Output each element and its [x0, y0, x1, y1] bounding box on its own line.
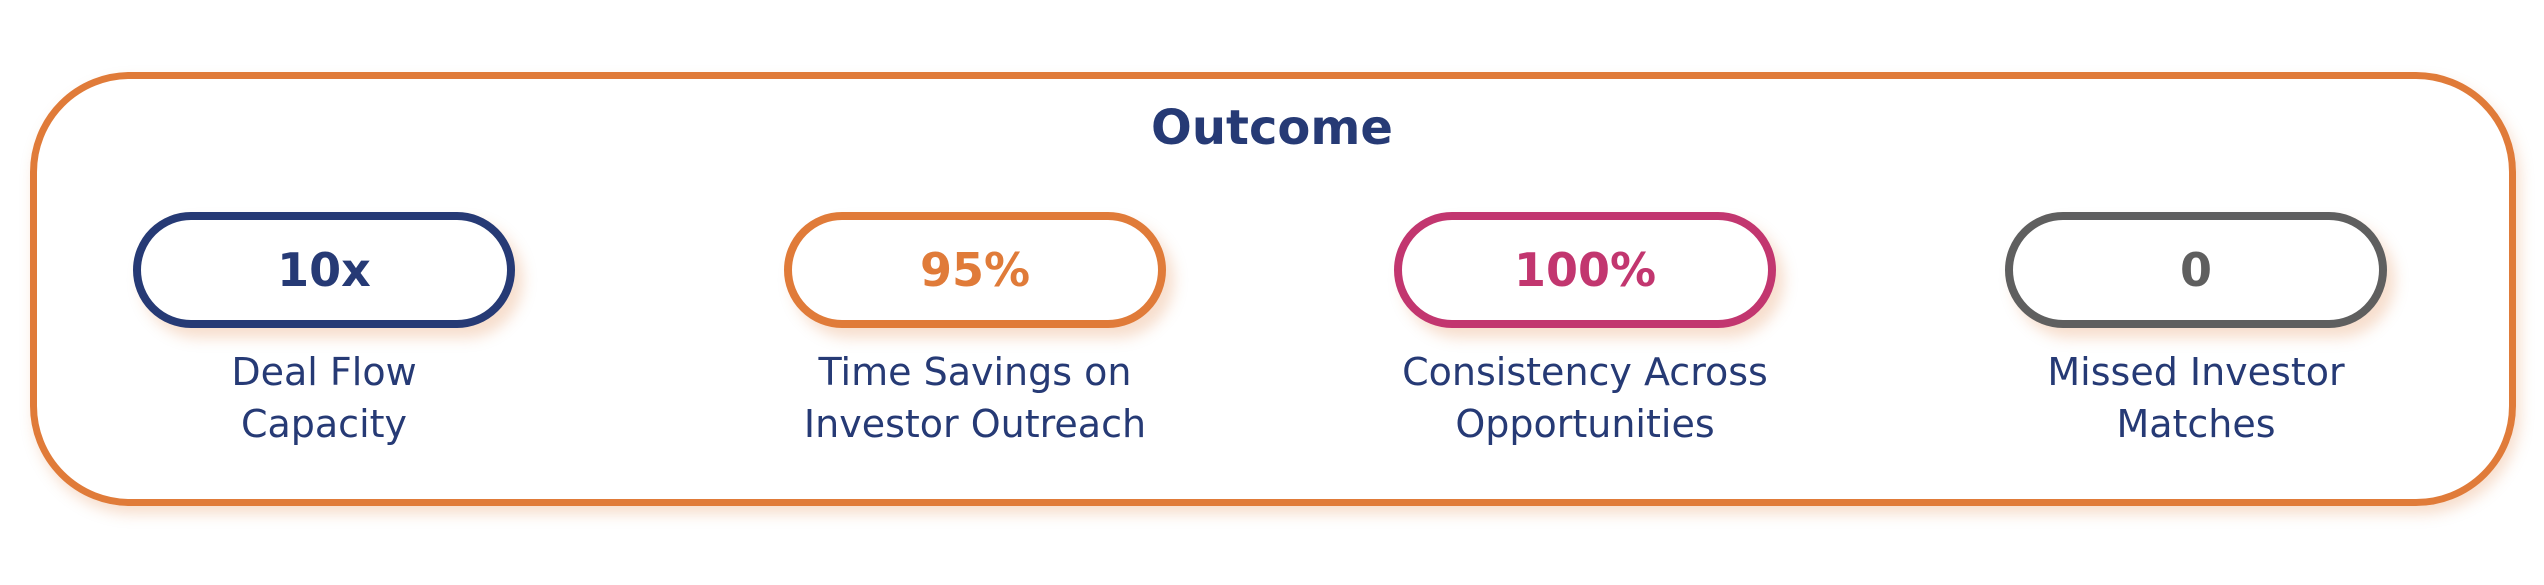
- metric-label-line: Missed Investor: [2047, 350, 2345, 394]
- metric-label: Missed Investor Matches: [1996, 346, 2396, 450]
- metric-value-pill: 0: [2005, 212, 2387, 328]
- metric-label: Consistency Across Opportunities: [1385, 346, 1785, 450]
- metric-label: Time Savings on Investor Outreach: [775, 346, 1175, 450]
- outcome-frame: [30, 72, 2516, 506]
- metric-label: Deal Flow Capacity: [124, 346, 524, 450]
- metric-value: 10x: [277, 243, 371, 297]
- outcome-title: Outcome: [1151, 100, 1393, 156]
- metric-value-pill: 10x: [133, 212, 515, 328]
- metric-value-pill: 95%: [784, 212, 1166, 328]
- metric-value-pill: 100%: [1394, 212, 1776, 328]
- metric-label-line: Capacity: [240, 402, 408, 446]
- metric-label-line: Matches: [2116, 402, 2276, 446]
- metric-card-time-savings: 95% Time Savings on Investor Outreach: [775, 212, 1175, 450]
- metric-label-line: Deal Flow: [231, 350, 417, 394]
- metric-value: 95%: [919, 243, 1031, 297]
- metric-value: 100%: [1513, 243, 1657, 297]
- metric-label-line: Consistency Across: [1402, 350, 1768, 394]
- metric-card-consistency: 100% Consistency Across Opportunities: [1385, 212, 1785, 450]
- metric-label-line: Opportunities: [1455, 402, 1715, 446]
- metric-label-line: Time Savings on: [818, 350, 1132, 394]
- metric-card-missed-matches: 0 Missed Investor Matches: [1996, 212, 2396, 450]
- metric-card-deal-flow: 10x Deal Flow Capacity: [124, 212, 524, 450]
- metric-value: 0: [2179, 243, 2212, 297]
- metric-label-line: Investor Outreach: [803, 402, 1147, 446]
